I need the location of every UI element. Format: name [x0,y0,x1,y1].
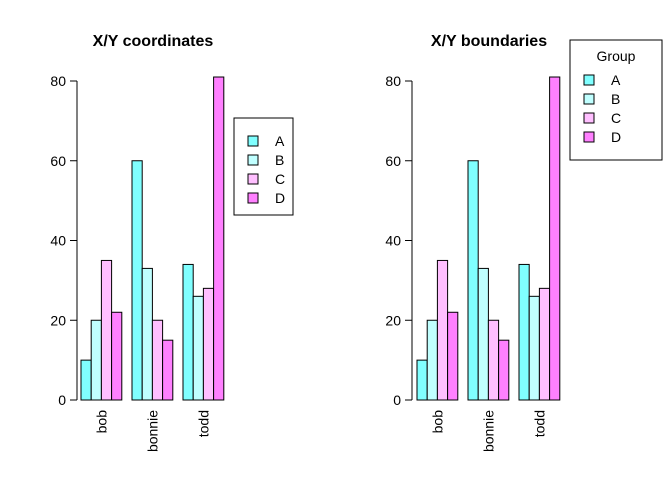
legend-label-A: A [275,133,285,149]
y-tick-label: 80 [385,73,401,89]
bar-todd-D [213,76,225,401]
legend-title: Group [597,48,636,64]
bar-bob-D [111,311,123,401]
legend-label-B: B [611,91,620,107]
y-tick-label: 20 [385,312,401,328]
bar-todd-B [528,295,540,401]
legend-swatch-A [583,74,595,86]
legend-label-B: B [275,152,284,168]
bar-todd-C [538,287,551,401]
legend-label-A: A [611,72,621,88]
legend-swatch-D [583,131,595,143]
y-tick-label: 40 [385,233,401,249]
chart-panel-1: X/Y coordinates 0 20 40 60 80 bob bonnie todd ABC… [50,33,294,452]
y-tick-label: 40 [50,233,66,249]
bar-bonnie-A [467,160,479,401]
bar-todd-B [192,295,204,401]
bar-bonnie-B [141,267,153,401]
y-tick-label: 60 [385,153,401,169]
legend-label-D: D [275,190,285,206]
legend-swatch-D [247,192,259,204]
bar-bob-A [80,359,92,401]
legend-label-C: C [611,110,621,126]
bar-bob-B [426,319,438,401]
bar-bob-D [447,311,459,401]
x-category-label: bonnie [144,410,160,452]
y-tick-label: 0 [58,392,66,408]
y-tick-label: 80 [50,73,66,89]
bar-bob-C [436,259,449,401]
bar-bob-B [90,319,102,401]
y-tick-label: 0 [393,392,401,408]
x-category-label: bob [429,410,445,434]
bar-bonnie-D [162,339,174,401]
bar-bonnie-C [487,319,500,401]
bar-bonnie-C [151,319,164,401]
legend-swatch-B [583,93,595,105]
bar-bonnie-A [131,160,143,401]
legend-label-D: D [611,129,621,145]
bar-todd-A [182,263,194,401]
legend-swatch-A [247,135,259,147]
x-category-label: bonnie [480,410,496,452]
bar-todd-D [549,76,561,401]
bar-bob-A [416,359,428,401]
legend-swatch-B [247,154,259,166]
chart-panel-2: X/Y boundaries 0 20 40 60 80 bob bonnie todd Grou… [385,33,663,452]
bar-bonnie-D [498,339,510,401]
chart-title: X/Y coordinates [93,33,214,50]
legend-box [233,117,294,216]
x-category-label: todd [531,410,547,437]
bar-bob-C [100,259,113,401]
bar-todd-A [518,263,530,401]
y-tick-label: 20 [50,312,66,328]
chart-title: X/Y boundaries [431,33,547,50]
x-category-label: todd [195,410,211,437]
x-category-label: bob [93,410,109,434]
bar-todd-C [202,287,215,401]
legend-swatch-C [583,112,595,124]
y-tick-label: 60 [50,153,66,169]
legend-label-C: C [275,171,285,187]
bar-bonnie-B [477,267,489,401]
legend-swatch-C [247,173,259,185]
